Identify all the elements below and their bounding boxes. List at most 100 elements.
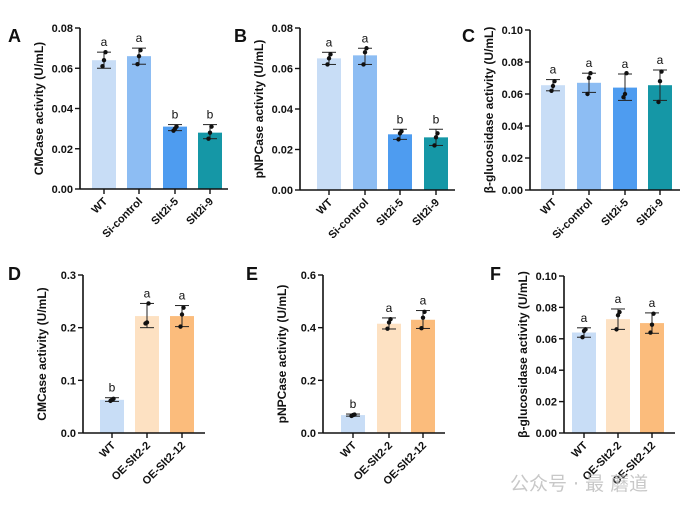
panel-a-y-tick-label: 0.06 — [52, 63, 73, 75]
panel-b-y-tick-label: 0.08 — [272, 23, 293, 35]
panel-f-data-point — [651, 311, 656, 316]
panel-a-data-point — [207, 130, 213, 135]
panel-c-data-point — [552, 79, 557, 84]
panel-a-data-point — [101, 58, 107, 63]
panel-b-data-point — [326, 56, 332, 61]
panel-d-y-tick-label: 0.2 — [61, 323, 76, 335]
panel-d-bar-2 — [135, 316, 159, 433]
panel-a-label: A — [8, 26, 21, 46]
panel-a-significance-letter: b — [207, 108, 214, 122]
panel-c-data-point — [586, 75, 592, 81]
panel-d-data-point — [146, 301, 151, 306]
panel-f-y-tick-label: 0.10 — [536, 271, 557, 283]
panel-c-significance-letter: a — [586, 56, 593, 70]
panel-a-y-tick-label: 0.08 — [52, 23, 73, 35]
panel-a-y-axis-label: CMCase activity (U/mL) — [32, 42, 46, 175]
panel-a-y-tick-label: 0.02 — [52, 144, 73, 156]
panel-a-data-point — [174, 124, 179, 129]
panel-b-y-tick-label: 0.06 — [272, 64, 293, 76]
panel-a-bar-4 — [198, 132, 222, 189]
panel-c-y-tick-label: 0.06 — [502, 89, 523, 101]
panel-b-bar-2 — [353, 55, 377, 191]
panel-d-label: D — [8, 264, 21, 284]
panel-c-bar-3 — [613, 87, 637, 190]
panel-e-data-point — [420, 315, 426, 320]
panel-b-x-tick-label: WT — [315, 196, 336, 217]
panel-b-bar-3 — [388, 134, 412, 190]
panel-d-y-axis-label: CMCase activity (U/mL) — [35, 287, 49, 420]
panel-d-y-tick-label: 0.3 — [61, 270, 76, 282]
panel-c-label: C — [462, 26, 475, 46]
panel-b-significance-letter: b — [433, 112, 440, 126]
panel-a-y-tick-label: 0.00 — [52, 184, 73, 196]
panel-c-y-tick-label: 0.08 — [502, 57, 523, 69]
panel-e-x-tick-label: WT — [339, 439, 360, 460]
panel-b-data-point — [432, 143, 437, 148]
panel-d-data-point — [144, 320, 150, 325]
panel-b-y-axis-label: pNPCase activity (U/mL) — [252, 40, 266, 179]
panel-f-data-point — [649, 322, 655, 327]
panel-e-bar-2 — [377, 323, 401, 433]
panel-d-bar-1 — [100, 399, 124, 433]
panel-c-y-tick-label: 0.04 — [502, 121, 524, 133]
panel-d-significance-letter: b — [109, 381, 116, 395]
panel-b-data-point — [361, 62, 366, 67]
panel-f-data-point — [648, 330, 653, 335]
panel-c-data-point — [622, 91, 628, 97]
panel-a-data-point — [135, 62, 140, 67]
panel-f-bar-2 — [606, 319, 630, 433]
panel-a-data-point — [136, 53, 142, 59]
panel-f-data-point — [617, 309, 622, 315]
panel-c-data-point — [550, 83, 556, 89]
panel-d-data-point — [111, 396, 116, 401]
panel-a-data-point — [209, 124, 214, 129]
panel-c-y-axis-label: β-glucosidase activity (U/mL) — [482, 27, 496, 194]
panel-f-y-tick-label: 0.08 — [536, 302, 557, 314]
panel-e-y-axis-label: pNPCase activity (U/mL) — [275, 285, 289, 424]
panel-a-x-tick-label: WT — [90, 195, 111, 216]
panel-b-data-point — [433, 135, 439, 140]
panel-c-y-tick-label: 0.00 — [502, 185, 523, 197]
panel-c-data-point — [585, 91, 590, 97]
panel-b-data-point — [325, 62, 330, 67]
panel-c-x-tick-label: Slt2i-9 — [634, 197, 666, 229]
panel-c-bar-1 — [541, 85, 565, 190]
panel-c-data-point — [588, 71, 593, 76]
panel-c-significance-letter: a — [622, 57, 629, 71]
panel-d-data-point — [181, 305, 186, 310]
panel-f-data-point — [583, 327, 588, 332]
panel-b-y-tick-label: 0.04 — [272, 104, 294, 116]
panel-a-y-tick-label: 0.04 — [52, 104, 74, 116]
panel-a-bar-2 — [127, 56, 151, 189]
panel-c-y-tick-label: 0.10 — [502, 25, 523, 37]
panel-a-significance-letter: b — [172, 108, 179, 122]
panel-f-label: F — [490, 264, 501, 284]
panel-f-y-tick-label: 0.06 — [536, 334, 557, 346]
panel-a-significance-letter: a — [136, 31, 143, 45]
panel-c-data-point — [657, 79, 663, 84]
panel-e-y-tick-label: 0.2 — [301, 375, 316, 387]
panel-a-data-point — [103, 49, 108, 55]
panel-b-significance-letter: a — [326, 35, 333, 49]
panel-d-y-tick-label: 0.0 — [61, 428, 76, 440]
panel-e-significance-letter: b — [350, 397, 357, 411]
panel-b-data-point — [435, 131, 440, 136]
panel-a-x-tick-label: Slt2i-5 — [149, 196, 181, 228]
panel-b-x-tick-label: Slt2i-9 — [410, 197, 442, 229]
panel-c-x-tick-label: WT — [539, 196, 560, 217]
panel-c-significance-letter: a — [550, 63, 557, 77]
panel-f-significance-letter: a — [581, 311, 588, 325]
panel-b-data-point — [396, 137, 401, 142]
panel-b-data-point — [364, 46, 369, 51]
panel-e-bar-1 — [341, 415, 365, 433]
panel-e-data-point — [385, 326, 390, 331]
panel-a-bar-3 — [163, 126, 187, 189]
panel-a-data-point — [206, 136, 211, 141]
panel-b-data-point — [399, 129, 404, 134]
panel-e-data-point — [388, 317, 393, 322]
panel-c-data-point — [549, 88, 554, 94]
panel-b-significance-letter: a — [362, 31, 369, 45]
panel-e-y-tick-label: 0.6 — [301, 270, 316, 282]
panel-d-x-tick-label: WT — [98, 439, 119, 460]
